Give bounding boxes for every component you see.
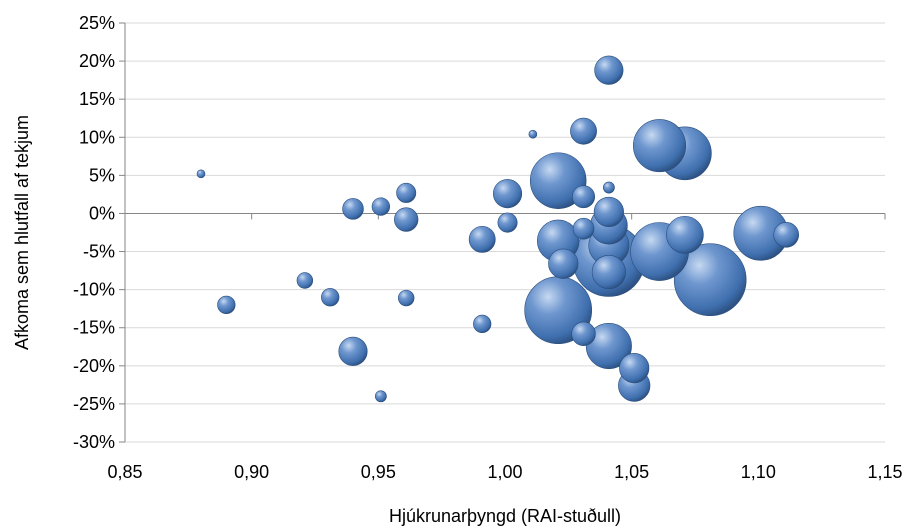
bubble-point (394, 207, 419, 232)
bubble-point (529, 152, 587, 209)
bubble-point (397, 289, 415, 307)
bubble-point (571, 321, 596, 346)
x-tick-label: 1,05 (614, 462, 649, 482)
bubble-point (371, 197, 391, 216)
bubble-point (594, 55, 624, 85)
bubble-point (374, 390, 387, 403)
bubble-point (593, 196, 624, 228)
y-tick-label: -25% (73, 394, 115, 414)
bubble-point (773, 221, 799, 248)
bubble-point (217, 295, 236, 315)
bubble-point (196, 169, 206, 179)
x-tick-label: 0,95 (361, 462, 396, 482)
x-tick-label: 0,90 (234, 462, 269, 482)
bubble-point (633, 119, 687, 173)
y-tick-label: 15% (79, 89, 115, 109)
bubble-point (528, 129, 538, 139)
bubble-point (619, 353, 650, 384)
bubble-point (570, 117, 597, 145)
bubble-point (666, 215, 704, 254)
bubble-point (396, 182, 417, 203)
x-tick-label: 1,15 (867, 462, 902, 482)
y-tick-label: -15% (73, 318, 115, 338)
y-tick-label: 5% (89, 165, 115, 185)
bubble-point (585, 323, 632, 370)
bubble-point (572, 217, 595, 240)
y-tick-label: 10% (79, 127, 115, 147)
bubble-point (342, 198, 364, 220)
y-tick-label: 20% (79, 51, 115, 71)
bubble-point (492, 179, 523, 209)
bubble-point (321, 288, 340, 307)
tick-labels: 25% 20% 15% 10% 5% 0% -5% -10% -15% -20% -25% -30% 0… (73, 13, 903, 482)
bubble-point (602, 181, 615, 194)
bubble-point (548, 248, 579, 279)
y-tick-label: -30% (73, 432, 115, 452)
x-tick-label: 0,85 (107, 462, 142, 482)
x-tick-label: 1,00 (487, 462, 522, 482)
y-axis-title: Afkoma sem hlutfall af tekjum (12, 115, 32, 350)
bubble-point (591, 255, 626, 290)
bubble-point (468, 225, 496, 253)
bubble-point (572, 185, 596, 209)
bubble-point (673, 243, 747, 317)
bubble-point (473, 314, 492, 334)
bubble-point (338, 336, 368, 366)
bubble-point (497, 212, 518, 233)
y-tick-label: -5% (83, 242, 115, 262)
x-tick-label: 1,10 (741, 462, 776, 482)
y-tick-label: -20% (73, 356, 115, 376)
y-tick-label: 0% (89, 203, 115, 223)
bubble-point (296, 272, 314, 289)
x-axis-title: Hjúkrunarþyngd (RAI-stuðull) (389, 506, 621, 526)
gridlines (125, 22, 885, 443)
bubbles (196, 55, 799, 403)
y-tick-label: -10% (73, 280, 115, 300)
y-tick-label: 25% (79, 13, 115, 33)
